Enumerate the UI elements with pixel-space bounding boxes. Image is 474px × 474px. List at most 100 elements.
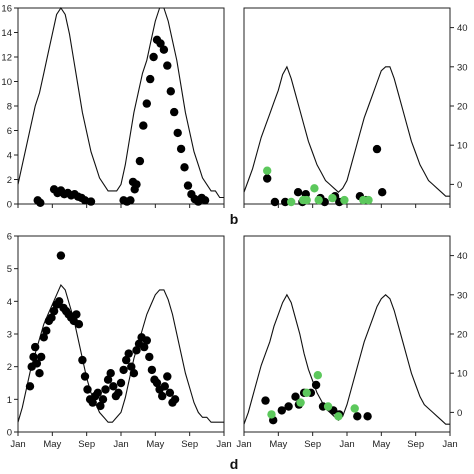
data-point-black [353, 412, 362, 421]
data-point-black [145, 352, 154, 362]
data-point-black [72, 310, 81, 319]
data-point-black [311, 380, 321, 390]
data-point-black [378, 188, 387, 197]
y-tick-label: 40 [457, 23, 468, 34]
data-point-black [173, 128, 182, 138]
data-point-green [314, 195, 323, 205]
data-point-black [74, 320, 84, 329]
data-point-black [31, 342, 40, 352]
y-tick-label: 12 [1, 53, 12, 64]
data-point-green [340, 195, 349, 205]
data-point-black [49, 306, 59, 316]
data-point-black [135, 156, 145, 166]
data-point-black [122, 355, 131, 365]
x-tick-label: May [43, 439, 61, 450]
x-tick-label: Sep [407, 439, 424, 450]
data-point-black [101, 385, 110, 394]
data-point-black [42, 326, 51, 335]
y-tick-label: 6 [7, 126, 12, 137]
panel-letter-d: d [230, 456, 239, 472]
data-point-green [323, 402, 333, 411]
y-tick-label: 2 [7, 362, 12, 373]
data-point-green [263, 166, 272, 175]
y-tick-label: 10 [1, 77, 12, 88]
data-point-black [140, 342, 149, 352]
data-point-black [163, 61, 172, 70]
data-point-black [165, 388, 175, 397]
data-point-black [32, 359, 42, 368]
plot-frame [243, 7, 451, 205]
data-point-black [35, 369, 44, 378]
data-point-green [334, 412, 343, 421]
data-point-black [83, 385, 92, 394]
data-point-black [281, 197, 290, 207]
panel-c: 0 1 2 3 4 5 6 Jan May Sep Jan May Sep Jan [7, 232, 232, 451]
data-point-black [36, 198, 45, 207]
x-tick-label: Jan [442, 439, 457, 450]
y-tick-label: 0 [7, 428, 12, 439]
data-point-black [119, 365, 128, 375]
data-point-black [37, 352, 46, 362]
data-point-green [287, 197, 296, 207]
data-point-black [86, 197, 96, 206]
data-point-black [98, 395, 108, 404]
x-tick-label: May [372, 439, 390, 450]
x-tick-label: Jan [236, 439, 251, 450]
y-tick-label: 0 [7, 200, 12, 211]
data-point-black [78, 355, 87, 365]
data-point-black [163, 372, 172, 381]
data-point-black [146, 74, 155, 84]
y-tick-label: 2 [7, 175, 12, 186]
data-point-green [302, 195, 311, 205]
y-tick-label: 4 [7, 151, 12, 162]
data-point-black [132, 346, 141, 355]
y-tick-label: 10 [457, 369, 468, 380]
data-point-black [176, 144, 186, 154]
x-tick-label: May [146, 439, 164, 450]
data-point-black [109, 382, 118, 391]
data-point-black [284, 402, 293, 411]
y-tick-label: 8 [7, 102, 12, 113]
y-tick-label: 0 [457, 408, 462, 419]
data-point-green [350, 404, 359, 413]
data-point-black [147, 365, 157, 375]
y-tick-label: 4 [7, 297, 12, 308]
plot-frame [17, 7, 225, 205]
data-point-black [93, 388, 103, 397]
x-tick-label: Jan [113, 439, 128, 450]
y-tick-label: 3 [7, 330, 12, 341]
panel-b: 0 10 20 30 40 [243, 7, 468, 208]
data-point-black [291, 392, 300, 401]
data-point-black [142, 336, 151, 345]
data-point-black [96, 401, 105, 411]
data-point-green [296, 398, 305, 407]
panel-letter-b: b [230, 211, 239, 227]
data-point-black [158, 391, 167, 401]
y-tick-label: 1 [7, 395, 12, 406]
data-point-black [166, 87, 175, 96]
data-point-black [47, 313, 56, 322]
data-point-black [170, 395, 180, 404]
data-point-black [39, 333, 48, 342]
x-tick-label: Sep [181, 439, 198, 450]
data-point-black [363, 412, 372, 421]
data-point-black [25, 382, 35, 391]
series-line [243, 293, 450, 425]
data-point-black [183, 181, 193, 190]
y-tick-label: 30 [457, 62, 468, 73]
y-tick-label: 5 [7, 264, 12, 275]
data-point-black [159, 45, 169, 54]
data-point-black [103, 375, 113, 384]
data-point-black [372, 144, 382, 154]
data-point-green [302, 388, 311, 397]
x-tick-label: Jan [10, 439, 25, 450]
data-point-black [263, 174, 272, 183]
data-point-black [277, 406, 286, 415]
y-tick-label: 20 [457, 330, 468, 341]
data-point-black [160, 382, 169, 391]
y-tick-label: 10 [457, 141, 468, 152]
y-tick-label: 40 [457, 251, 468, 262]
data-point-black [124, 349, 133, 358]
data-point-black [132, 180, 141, 189]
panel-a: 0 2 4 6 8 10 12 14 16 [1, 4, 225, 211]
